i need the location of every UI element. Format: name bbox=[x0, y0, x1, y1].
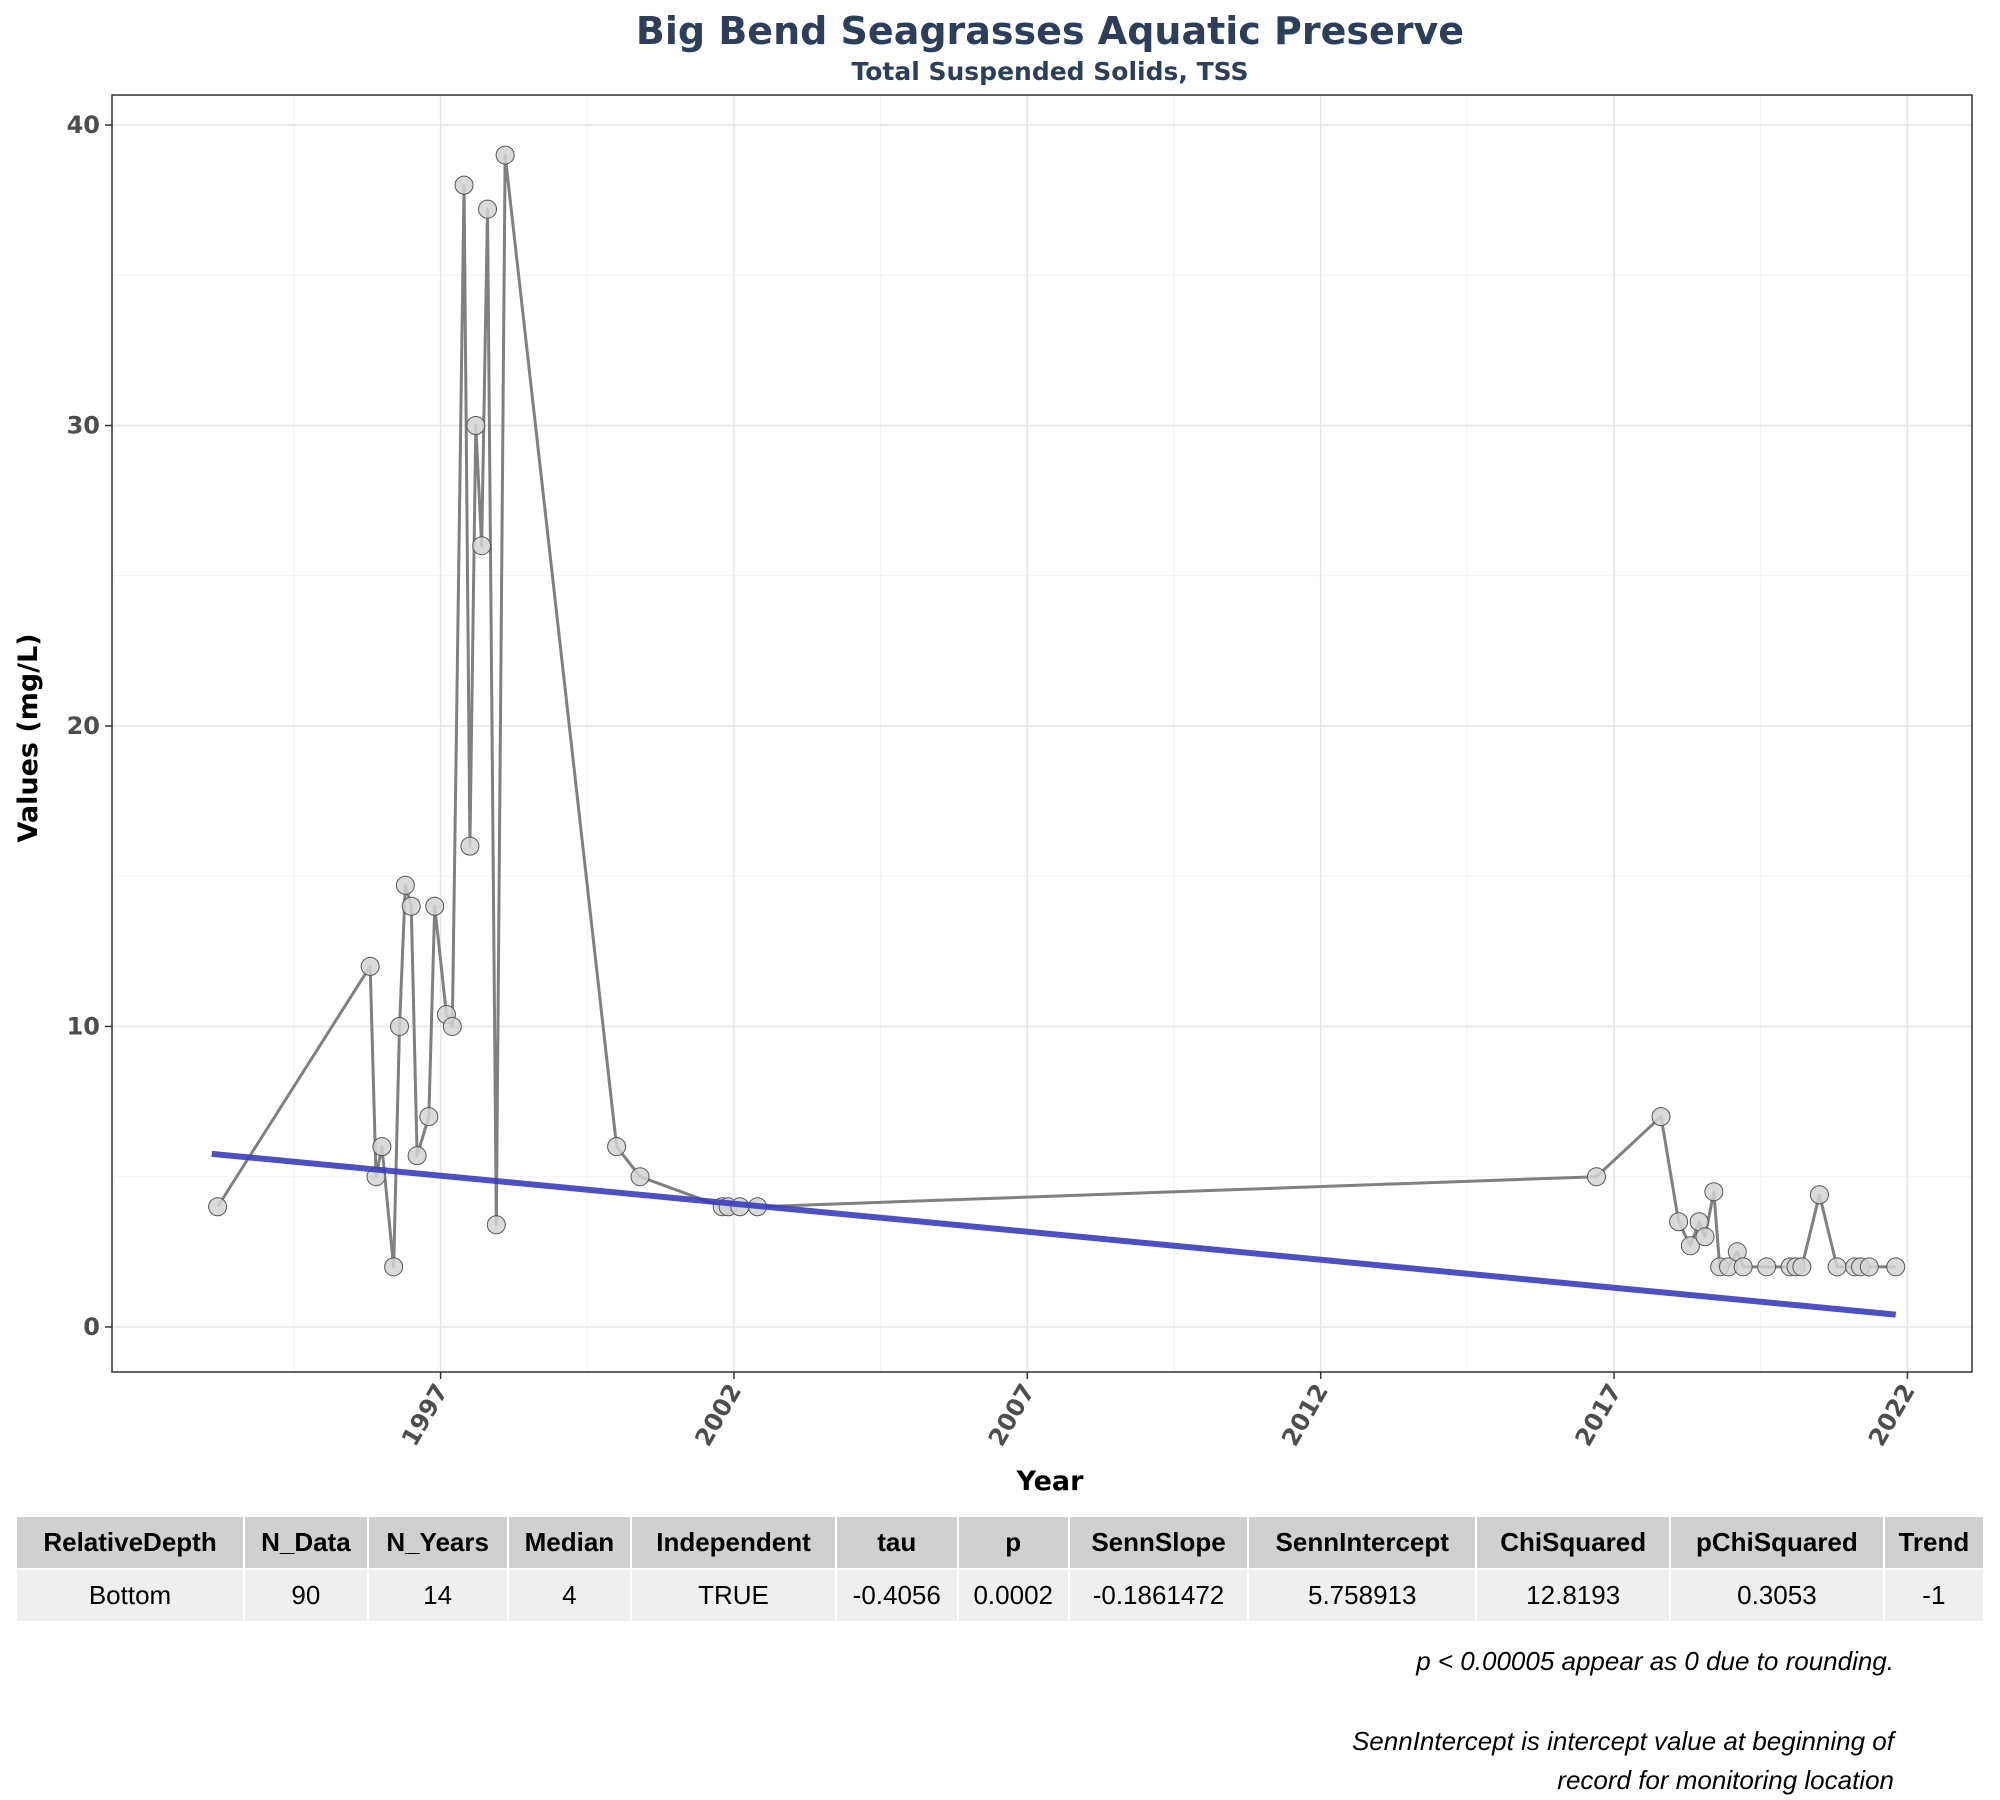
chart: Big Bend Seagrasses Aquatic Preserve Tot… bbox=[13, 9, 1973, 1497]
stats-table: RelativeDepth N_Data N_Years Median Independ… bbox=[15, 1517, 1985, 1621]
y-axis-title: Values (mg/L) bbox=[13, 633, 44, 842]
table-cell: -1 bbox=[1884, 1568, 1983, 1621]
intercept-note-line-1: SennIntercept is intercept value at begi… bbox=[1351, 1726, 1894, 1756]
data-point bbox=[1695, 1227, 1715, 1247]
data-point bbox=[395, 875, 415, 895]
y-tick-label: 10 bbox=[67, 1012, 100, 1040]
grid bbox=[112, 95, 1972, 1372]
data-point bbox=[478, 199, 498, 219]
table-cell: -0.1861472 bbox=[1069, 1568, 1248, 1621]
data-point bbox=[1757, 1257, 1777, 1277]
x-tick-label: 2017 bbox=[1570, 1379, 1628, 1451]
table-row: Bottom 90 14 4 TRUE -0.4056 0.0002 -0.1861472 5.… bbox=[17, 1568, 1983, 1621]
intercept-note-line-2: record for monitoring location bbox=[1557, 1765, 1894, 1795]
table-cell: 5.758913 bbox=[1249, 1568, 1476, 1621]
table-header-cell: Median bbox=[508, 1517, 631, 1568]
data-point bbox=[1733, 1257, 1753, 1277]
data-point bbox=[360, 956, 380, 976]
data-point bbox=[1809, 1185, 1829, 1205]
table-header-cell: RelativeDepth bbox=[17, 1517, 244, 1568]
table-cell: Bottom bbox=[17, 1568, 244, 1621]
table-header-cell: Trend bbox=[1884, 1517, 1983, 1568]
data-point bbox=[442, 1016, 462, 1036]
table-header-cell: SennIntercept bbox=[1249, 1517, 1476, 1568]
data-point bbox=[1586, 1167, 1606, 1187]
data-point bbox=[1669, 1212, 1689, 1232]
data-point bbox=[419, 1107, 439, 1127]
data-point bbox=[1886, 1257, 1906, 1277]
x-tick-label: 1997 bbox=[396, 1379, 454, 1451]
table-header-cell: Independent bbox=[632, 1517, 835, 1568]
table-header-cell: ChiSquared bbox=[1477, 1517, 1670, 1568]
chart-subtitle: Total Suspended Solids, TSS bbox=[851, 57, 1248, 86]
y-tick-label: 40 bbox=[67, 111, 100, 139]
plot-area-border bbox=[111, 94, 1973, 1373]
y-tick-label: 30 bbox=[67, 412, 100, 440]
y-tick-label: 20 bbox=[67, 712, 100, 740]
data-point bbox=[1680, 1236, 1700, 1256]
table-cell: 12.8193 bbox=[1477, 1568, 1670, 1621]
data-point bbox=[1792, 1257, 1812, 1277]
series-group bbox=[208, 145, 1906, 1277]
axis-tick-labels: 0 10 20 30 40 1997 2002 2007 2012 2017 2022 bbox=[67, 111, 1921, 1451]
trend-group bbox=[211, 1150, 1897, 1318]
x-tick-label: 2002 bbox=[690, 1379, 748, 1451]
series-line bbox=[216, 153, 1896, 1269]
data-point bbox=[460, 836, 480, 856]
x-tick-label: 2007 bbox=[983, 1379, 1041, 1451]
trend-line bbox=[211, 1150, 1897, 1318]
x-axis-title: Year bbox=[1016, 1466, 1085, 1497]
table-cell: 14 bbox=[368, 1568, 507, 1621]
data-point bbox=[407, 1146, 427, 1166]
data-point bbox=[390, 1016, 410, 1036]
table-cell: -0.4056 bbox=[836, 1568, 957, 1621]
data-point bbox=[466, 416, 486, 436]
rounding-note: p < 0.00005 appear as 0 due to rounding. bbox=[1416, 1646, 1894, 1676]
data-point bbox=[384, 1257, 404, 1277]
data-point bbox=[372, 1137, 392, 1157]
data-point bbox=[1704, 1182, 1724, 1202]
x-tick-label: 2022 bbox=[1863, 1379, 1921, 1451]
table-cell: 0.0002 bbox=[958, 1568, 1068, 1621]
data-point bbox=[486, 1215, 506, 1235]
table-cell: 90 bbox=[245, 1568, 367, 1621]
data-point bbox=[607, 1137, 627, 1157]
table-cell: 4 bbox=[508, 1568, 631, 1621]
table-header-cell: N_Years bbox=[368, 1517, 507, 1568]
table-header-cell: tau bbox=[836, 1517, 957, 1568]
table-header-cell: p bbox=[958, 1517, 1068, 1568]
table-header-cell: pChiSquared bbox=[1671, 1517, 1883, 1568]
data-point bbox=[495, 145, 515, 165]
data-point bbox=[1859, 1257, 1879, 1277]
chart-title: Big Bend Seagrasses Aquatic Preserve bbox=[636, 9, 1464, 53]
x-tick-label: 2012 bbox=[1276, 1379, 1334, 1451]
table-header-cell: SennSlope bbox=[1069, 1517, 1248, 1568]
table-cell: 0.3053 bbox=[1671, 1568, 1883, 1621]
table-cell: TRUE bbox=[632, 1568, 835, 1621]
data-point bbox=[1827, 1257, 1847, 1277]
data-point bbox=[454, 175, 474, 195]
data-point bbox=[401, 896, 421, 916]
table-header-cell: N_Data bbox=[245, 1517, 367, 1568]
data-point bbox=[208, 1197, 228, 1217]
table-header-row: RelativeDepth N_Data N_Years Median Independ… bbox=[17, 1517, 1983, 1568]
data-point bbox=[425, 896, 445, 916]
y-tick-label: 0 bbox=[83, 1313, 100, 1341]
data-point bbox=[630, 1167, 650, 1187]
data-point bbox=[472, 536, 492, 556]
data-point bbox=[1651, 1107, 1671, 1127]
